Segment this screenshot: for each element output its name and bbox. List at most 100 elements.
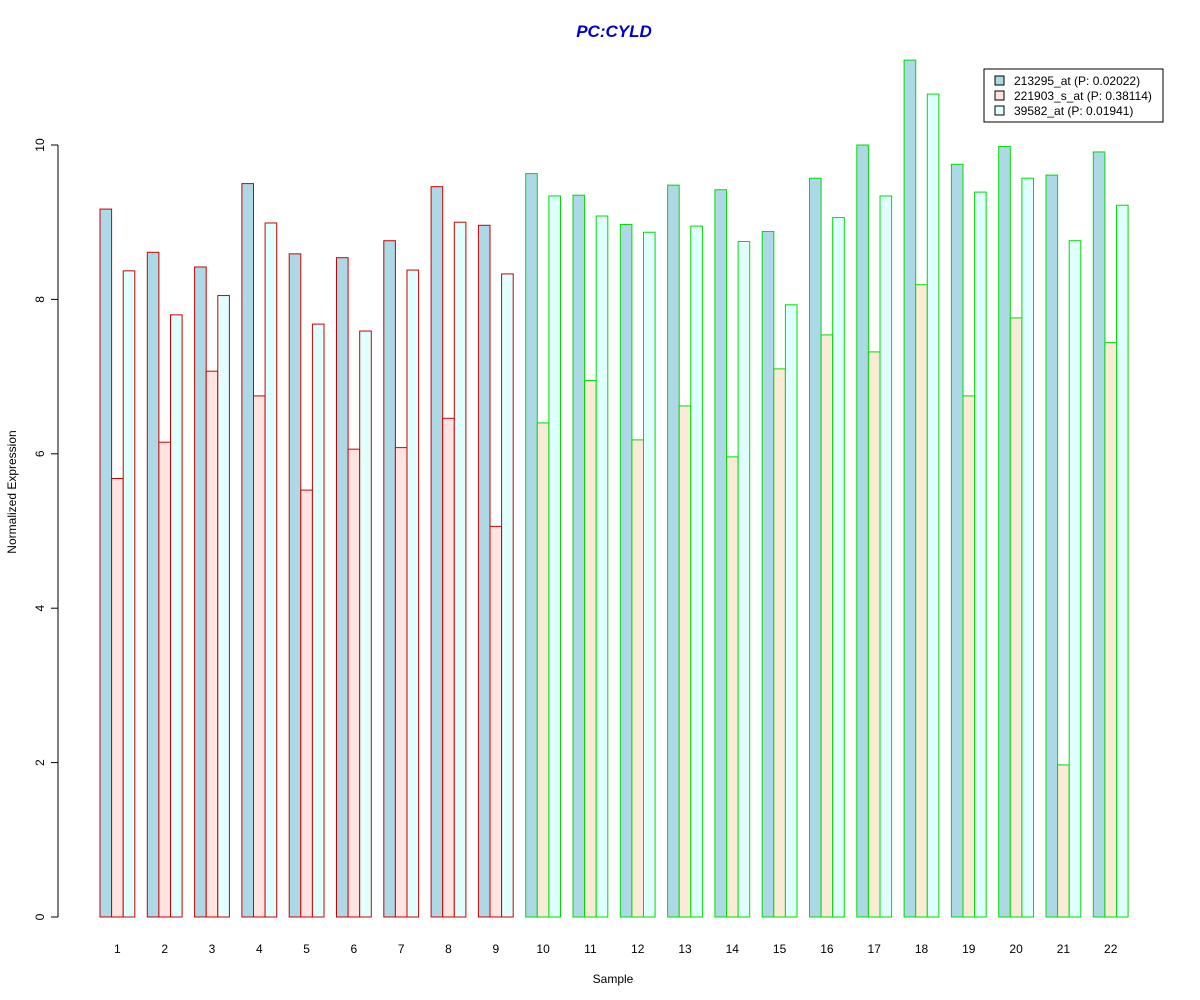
y-axis: 0 2 4 6 8 10 xyxy=(33,138,59,920)
legend-swatch xyxy=(994,75,1005,86)
bar xyxy=(998,146,1011,918)
bar xyxy=(536,422,550,918)
bar xyxy=(217,295,230,918)
x-axis-label: Sample xyxy=(593,972,634,986)
bar xyxy=(809,177,822,918)
bar xyxy=(879,195,893,918)
bar xyxy=(1057,764,1070,918)
bar xyxy=(336,257,349,918)
bar xyxy=(194,266,207,918)
y-tick-label: 4 xyxy=(33,605,47,612)
y-tick-label: 0 xyxy=(33,913,47,920)
bar xyxy=(453,221,467,918)
bar xyxy=(111,478,124,918)
x-axis: 1 2 3 4 5 6 7 8 9 10 11 12 13 14 15 16 17 18 19 20 21 22 xyxy=(114,942,1118,956)
bar xyxy=(584,379,597,918)
bar xyxy=(359,330,372,918)
y-tick-label: 2 xyxy=(33,759,47,766)
bar xyxy=(383,240,396,918)
bar xyxy=(915,284,928,918)
bar xyxy=(1116,204,1129,918)
bar xyxy=(311,323,325,918)
x-tick-label: 19 xyxy=(962,942,976,956)
x-tick-label: 18 xyxy=(915,942,929,956)
x-tick-label: 3 xyxy=(209,942,216,956)
bar xyxy=(832,217,845,918)
x-tick-label: 15 xyxy=(773,942,787,956)
bar xyxy=(761,230,775,918)
bar xyxy=(1021,177,1035,918)
bar xyxy=(714,189,728,918)
x-tick-label: 20 xyxy=(1009,942,1023,956)
bar xyxy=(406,269,420,918)
legend: 213295_at (P: 0.02022)221903_s_at (P: 0.… xyxy=(983,68,1164,123)
bar xyxy=(690,225,703,918)
x-tick-label: 5 xyxy=(303,942,310,956)
legend-box xyxy=(983,68,1164,123)
bar xyxy=(962,395,976,918)
bar xyxy=(643,231,656,918)
bar xyxy=(737,241,751,918)
bar xyxy=(288,253,302,918)
x-tick-label: 6 xyxy=(351,942,358,956)
x-tick-label: 4 xyxy=(256,942,263,956)
bar xyxy=(903,59,917,918)
legend-entry: 213295_at (P: 0.02022) xyxy=(1014,74,1140,88)
bar xyxy=(548,195,562,918)
bar xyxy=(430,186,444,918)
bar xyxy=(489,525,503,918)
y-axis-label: Normalized Expression xyxy=(5,430,19,553)
bar xyxy=(1068,240,1082,918)
y-tick-label: 8 xyxy=(33,296,47,303)
legend-swatch xyxy=(994,90,1005,101)
bar xyxy=(158,441,171,918)
bar xyxy=(631,439,645,918)
bar xyxy=(678,405,692,918)
bar xyxy=(525,173,538,918)
bar xyxy=(394,447,408,918)
x-tick-label: 7 xyxy=(398,942,405,956)
bar xyxy=(867,351,881,918)
x-tick-label: 14 xyxy=(726,942,740,956)
bar xyxy=(241,183,254,918)
bar xyxy=(501,273,514,918)
bars xyxy=(99,59,1129,918)
bar xyxy=(784,304,798,918)
x-tick-label: 12 xyxy=(631,942,645,956)
x-tick-label: 21 xyxy=(1057,942,1071,956)
bar xyxy=(856,144,869,918)
bar xyxy=(1045,174,1059,918)
x-tick-label: 22 xyxy=(1104,942,1118,956)
x-tick-label: 17 xyxy=(868,942,882,956)
bar xyxy=(205,370,219,918)
bar xyxy=(300,489,313,918)
legend-entry: 221903_s_at (P: 0.38114) xyxy=(1014,89,1152,103)
bar xyxy=(572,194,586,918)
legend-entry: 39582_at (P: 0.01941) xyxy=(1014,104,1133,118)
bar xyxy=(170,314,183,918)
bar xyxy=(347,448,361,918)
x-tick-label: 16 xyxy=(820,942,834,956)
x-tick-label: 11 xyxy=(584,942,597,956)
bar xyxy=(595,215,609,918)
chart-title: PC:CYLD xyxy=(576,22,652,41)
bar xyxy=(820,334,834,918)
bar xyxy=(253,395,266,918)
y-tick-label: 10 xyxy=(33,138,47,152)
bar xyxy=(1009,317,1023,918)
y-tick-label: 6 xyxy=(33,450,47,457)
x-tick-label: 9 xyxy=(492,942,499,956)
bar xyxy=(926,93,940,918)
bar xyxy=(122,270,136,918)
bar xyxy=(726,456,739,918)
bar xyxy=(477,224,491,918)
x-tick-label: 2 xyxy=(161,942,168,956)
x-tick-label: 13 xyxy=(678,942,692,956)
bar xyxy=(146,251,160,918)
legend-swatch xyxy=(994,105,1005,116)
x-tick-label: 8 xyxy=(445,942,452,956)
bar xyxy=(950,163,964,918)
bar xyxy=(99,208,113,918)
x-tick-label: 1 xyxy=(114,942,121,956)
